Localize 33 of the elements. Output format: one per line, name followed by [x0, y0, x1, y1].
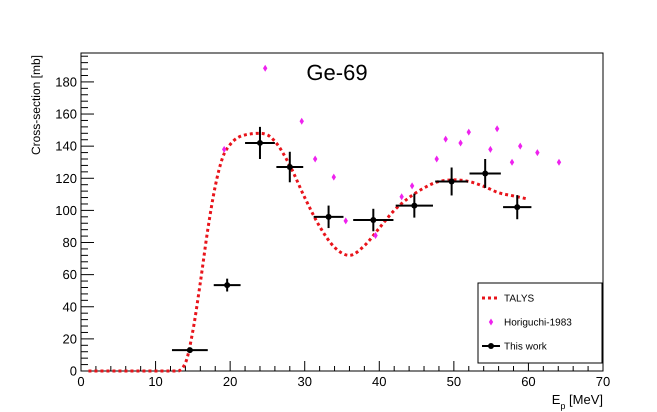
point	[448, 178, 455, 184]
x-axis-title: E$_{p}$ [MeV]	[552, 392, 603, 411]
x-tick-label: 50	[446, 374, 462, 389]
y-tick-label: 0	[70, 364, 77, 379]
point	[286, 164, 293, 170]
y-tick-label: 60	[62, 267, 77, 282]
legend-label: This work	[504, 342, 548, 352]
y-tick-label: 160	[55, 106, 77, 122]
y-tick-label: 180	[55, 74, 77, 90]
point	[256, 140, 263, 146]
point	[514, 204, 520, 210]
y-tick-label: 100	[55, 202, 77, 218]
y-tick-label: 120	[55, 170, 77, 186]
point	[482, 170, 488, 176]
x-tick-label: 40	[372, 374, 387, 389]
legend-label: TALYS	[504, 294, 535, 304]
x-tick-label: 70	[596, 374, 610, 389]
point	[224, 282, 230, 288]
x-tick-label: 10	[148, 374, 163, 389]
y-tick-label: 80	[62, 235, 77, 250]
y-tick-label: 40	[62, 299, 77, 314]
x-tick-label: 60	[521, 374, 536, 389]
point	[326, 214, 332, 220]
point	[370, 217, 376, 224]
y-tick-label: 20	[62, 331, 77, 346]
point	[411, 202, 418, 209]
y-axis-title: Cross-section [mb]	[29, 55, 43, 156]
x-tick-label: 20	[222, 374, 238, 389]
chart-title: Ge-69	[306, 60, 368, 85]
point	[312, 156, 318, 162]
legend-label: Horiguchi-1983	[504, 318, 572, 328]
y-tick-label: 140	[55, 138, 77, 154]
x-tick-label: 30	[297, 374, 312, 389]
